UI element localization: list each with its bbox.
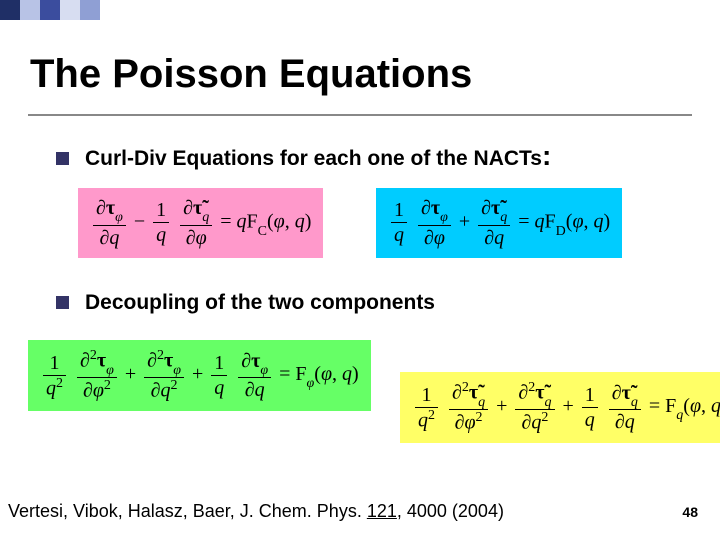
bullet-marker-icon — [56, 152, 69, 165]
citation-prefix: Vertesi, Vibok, Halasz, Baer, J. Chem. P… — [8, 501, 367, 521]
page-number: 48 — [682, 504, 698, 520]
equation-div: 1q ∂τφ∂φ + ∂τ̃q∂q = qFD(φ, q) — [376, 188, 622, 258]
bullet-1-colon: : — [542, 140, 551, 171]
citation-volume: 121 — [367, 501, 397, 521]
equation-poisson-phi: 1q2 ∂2τφ∂φ2 + ∂2τφ∂q2 + 1q ∂τφ∂q = Fφ(φ,… — [28, 340, 371, 411]
equation-curl: ∂τφ∂q − 1q ∂τ̃q∂φ = qFC(φ, q) — [78, 188, 323, 258]
citation-suffix: , 4000 (2004) — [397, 501, 504, 521]
bullet-1-label: Curl-Div Equations for each one of the N… — [85, 147, 542, 170]
deco-block — [20, 0, 40, 20]
deco-block — [0, 0, 20, 20]
page-title: The Poisson Equations — [30, 52, 472, 97]
deco-block — [60, 0, 80, 20]
equation-poisson-q: 1q2 ∂2τ̃q∂φ2 + ∂2τ̃q∂q2 + 1q ∂τ̃q∂q = Fq… — [400, 372, 720, 443]
title-rule — [28, 114, 692, 116]
bullet-marker-icon — [56, 296, 69, 309]
bullet-item-1: Curl-Div Equations for each one of the N… — [56, 140, 551, 172]
bullet-2-label: Decoupling of the two components — [85, 291, 435, 315]
bullet-item-2: Decoupling of the two components — [56, 290, 435, 315]
citation: Vertesi, Vibok, Halasz, Baer, J. Chem. P… — [8, 501, 504, 522]
bullet-text: Curl-Div Equations for each one of the N… — [85, 140, 551, 172]
deco-block — [40, 0, 60, 20]
deco-block — [80, 0, 100, 20]
corner-decoration — [0, 0, 100, 20]
